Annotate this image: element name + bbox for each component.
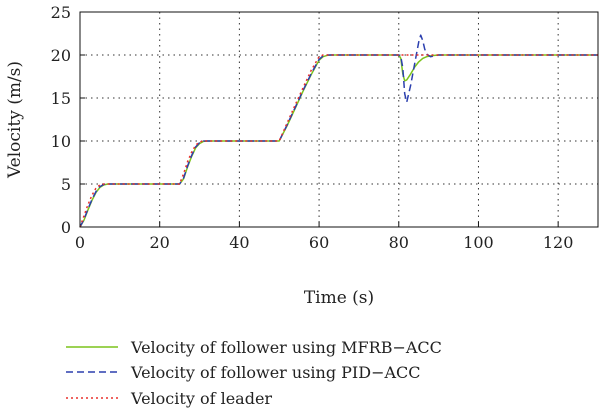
series-line-2 — [79, 34, 598, 228]
y-tick-label: 25 — [51, 3, 71, 22]
legend-label-2: Velocity of follower using PID−ACC — [130, 363, 421, 382]
legend-label-3: Velocity of leader — [130, 389, 272, 408]
legend-label-1: Velocity of follower using MFRB−ACC — [130, 338, 442, 357]
x-tick-label: 120 — [543, 233, 574, 252]
x-tick-label: 20 — [150, 233, 170, 252]
y-axis-title: Velocity (m/s) — [5, 61, 25, 179]
x-tick-label: 60 — [309, 233, 329, 252]
axis-ticks: 0 20 40 60 80 100 120 0 5 10 15 20 25 — [51, 3, 574, 252]
y-tick-label: 0 — [61, 218, 71, 237]
y-tick-label: 20 — [51, 46, 71, 65]
y-tick-label: 5 — [61, 175, 71, 194]
x-tick-label: 40 — [229, 233, 249, 252]
grid — [80, 12, 598, 227]
plot-frame — [79, 11, 599, 228]
x-axis-title: Time (s) — [304, 288, 374, 308]
x-tick-label: 100 — [463, 233, 494, 252]
y-tick-label: 10 — [51, 132, 71, 151]
legend: Velocity of follower using MFRB−ACC Veloc… — [66, 338, 442, 408]
x-tick-label: 80 — [389, 233, 409, 252]
series-lines — [79, 34, 598, 228]
x-tick-label: 0 — [75, 233, 85, 252]
series-line-3 — [79, 54, 598, 228]
y-tick-label: 15 — [51, 89, 71, 108]
